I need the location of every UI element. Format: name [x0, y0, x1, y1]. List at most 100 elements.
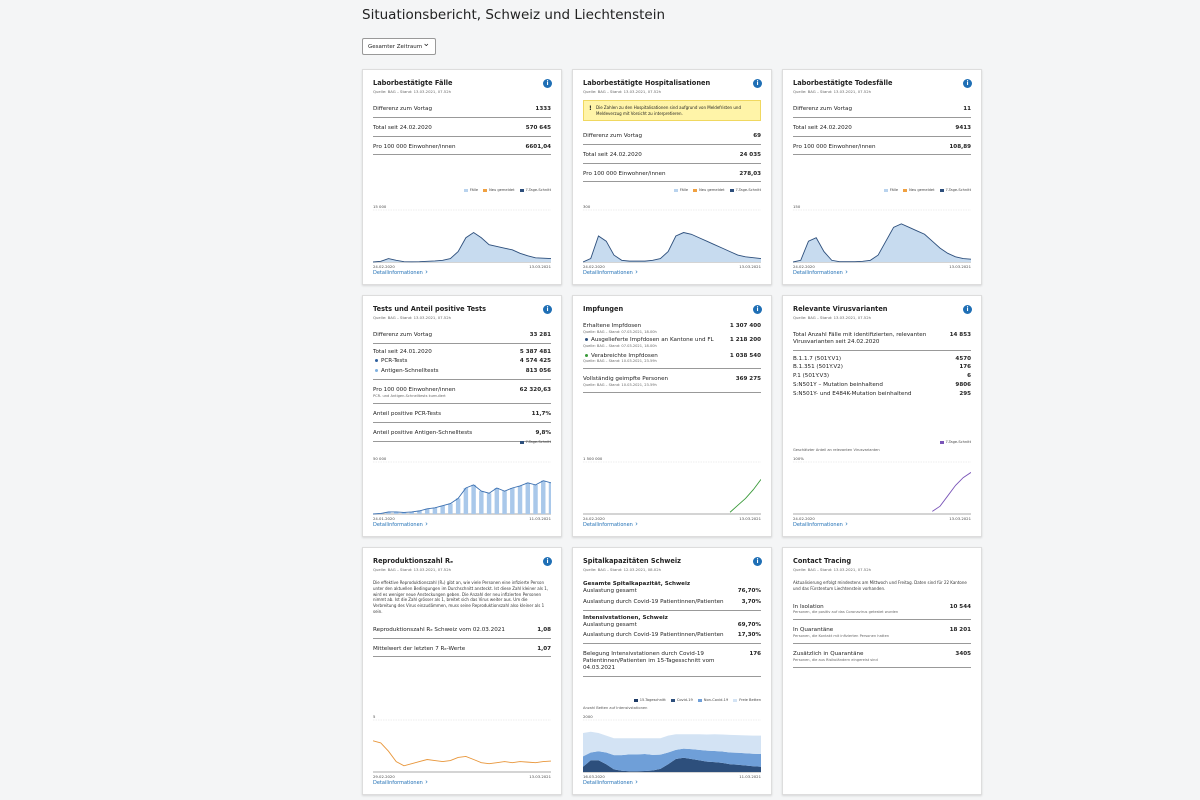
bullet: [585, 353, 588, 357]
stat-value: 1 307 400: [729, 323, 761, 329]
rows: Differenz zum Vortag 1333 Total seit 24.02…: [373, 103, 551, 156]
legend-swatch: [463, 188, 468, 192]
bar: [525, 482, 531, 514]
card-title: Impfungen: [583, 305, 624, 313]
rows: Differenz zum Vortag 33 281 Total seit 24.…: [373, 329, 551, 442]
stat-label-box: Erhaltene Impfdosen Quelle: BAG – Stand: …: [583, 323, 657, 335]
stat-label-box: Ausgelieferte Impfdosen an Kantone und F…: [583, 337, 714, 349]
stat-value: 24 035: [739, 151, 761, 158]
stat-row: B.1.351 (501Y.V2) 176: [793, 363, 971, 372]
stat-label: P.1 (501Y.V3): [793, 373, 830, 380]
stat-row: Total seit 24.02.2020 9413: [793, 122, 971, 137]
info-icon[interactable]: i: [753, 557, 762, 566]
chart-plot: 1 500 000 24.02.2020 13.03.2021: [583, 456, 762, 521]
legend-label: 7-Tage-Schnitt: [735, 188, 761, 192]
stat-value: 1,07: [537, 645, 551, 652]
line: [372, 740, 552, 767]
detail-link[interactable]: Detailinformationen: [583, 268, 638, 276]
legend-item: Freie Betten: [733, 698, 761, 706]
description: Die effektive Reproduktionszahl (Rₑ) gib…: [373, 580, 549, 614]
stat-label: Ausgelieferte Impfdosen an Kantone und F…: [591, 336, 714, 343]
stat-value: 9,8%: [535, 429, 551, 436]
card-title: Laborbestätigte Hospitalisationen: [583, 79, 711, 87]
stat-row: Auslastung durch Covid-19 Patientinnen/P…: [583, 596, 761, 611]
legend: Fälle Neu gemeldet 7-Tage-Schnitt: [793, 188, 971, 196]
detail-link[interactable]: Detailinformationen: [793, 268, 848, 276]
bar: [533, 484, 538, 514]
legend-swatch: [903, 188, 908, 192]
x-tick-label: 24.02.2020: [583, 264, 605, 269]
info-icon[interactable]: i: [543, 79, 552, 88]
stat-row: Differenz zum Vortag 69: [583, 130, 761, 145]
y-tick-label: 1 500 000: [583, 456, 603, 461]
info-icon[interactable]: i: [543, 557, 552, 566]
description: Aktualisierung erfolgt mindestens am Mit…: [793, 580, 967, 591]
info-icon[interactable]: i: [753, 305, 762, 314]
info-icon[interactable]: i: [543, 305, 552, 314]
bar: [386, 511, 391, 514]
stat-value: 33 281: [529, 332, 551, 338]
detail-link[interactable]: Detailinformationen: [583, 778, 638, 786]
x-tick-label: 29.02.2020: [373, 774, 395, 779]
chart-plot: 5 29.02.2020 13.03.2021: [372, 714, 552, 779]
stat-sub: Quelle: BAG – Stand: 07.03.2021, 18.00h: [583, 343, 657, 348]
detail-link[interactable]: Detailinformationen: [373, 778, 428, 786]
time-filter[interactable]: Gesamter Zeitraum: [362, 36, 436, 55]
stat-label-box: Total seit 24.02.2020: [583, 152, 642, 159]
y-tick-label: 50 000: [373, 456, 387, 461]
stat-label: PCR-Tests: [381, 357, 408, 364]
line: [372, 231, 552, 263]
legend-item: 7-Tage-Schnitt: [519, 440, 551, 448]
stat-row: In Quarantäne Personen, die Kontakt mit i…: [793, 624, 971, 645]
stat-value: 108,89: [949, 143, 971, 150]
stat-label-box: Auslastung gesamt: [583, 622, 637, 629]
stat-label-box: Pro 100 000 Einwohner/innen: [583, 171, 666, 178]
info-icon[interactable]: i: [963, 305, 972, 314]
legend-item: 7-Tage-Schnitt: [939, 188, 971, 196]
detail-link[interactable]: Detailinformationen: [793, 520, 848, 528]
y-tick-label: 100%: [793, 456, 804, 461]
stat-value: 14 853: [949, 332, 971, 338]
card-source: Quelle: BAG – Stand: 12.03.2021, 08.02h: [583, 567, 662, 572]
stat-row: Verabreichte Impfdosen Quelle: BAG – Stan…: [583, 350, 761, 370]
stat-row: Auslastung gesamt 76,70%: [583, 587, 761, 596]
x-tick-label: 24.02.2020: [793, 264, 815, 269]
x-tick-label: 13.03.2021: [529, 264, 551, 269]
stat-label: Mittelwert der letzten 7 Rₑ-Werte: [373, 645, 466, 652]
legend-label: 7-Tage-Schnitt: [525, 188, 551, 192]
legend-item: 7-Tage-Schnitt: [939, 440, 971, 448]
x-tick-label: 11.03.2021: [529, 516, 551, 521]
card: Reproduktionszahl Rₑ Quelle: BAG – Stand:…: [362, 547, 562, 795]
stat-label-box: Pro 100 000 Einwohner/innen: [793, 144, 876, 151]
info-icon[interactable]: i: [963, 79, 972, 88]
stat-label: Pro 100 000 Einwohner/innen: [373, 143, 456, 150]
legend: 7-Tage-Schnitt: [793, 440, 971, 448]
stat-label: Differenz zum Vortag: [373, 106, 433, 112]
stat-value: 295: [959, 390, 971, 397]
chart: 5 29.02.2020 13.03.2021: [372, 698, 552, 784]
detail-link[interactable]: Detailinformationen: [583, 520, 638, 528]
stat-value: 1 218 200: [729, 336, 761, 343]
chart: 1 500 000 24.02.2020 13.03.2021: [583, 440, 762, 526]
stat-row: In Isolation Personen, die positiv auf da…: [793, 601, 971, 621]
info-icon[interactable]: i: [753, 79, 762, 88]
stacked-area: [583, 748, 761, 772]
stat-label-box: Total seit 24.02.2020: [793, 125, 852, 132]
detail-link[interactable]: Detailinformationen: [373, 520, 428, 528]
bar: [494, 488, 500, 514]
stat-row: Anteil positive PCR-Tests 11,7%: [373, 408, 551, 423]
stat-sub: Personen, die positiv auf das Coronaviru…: [793, 610, 899, 615]
bullet: [375, 369, 378, 373]
legend-item: Neu gemeldet: [903, 188, 935, 196]
bar: [448, 503, 453, 514]
card-title: Laborbestätigte Todesfälle: [793, 79, 893, 87]
bar: [455, 498, 461, 514]
card-source: Quelle: BAG – Stand: 13.03.2021, 07.52h: [793, 89, 872, 94]
legend-label: Neu gemeldet: [489, 188, 515, 192]
legend-swatch: [697, 698, 702, 702]
detail-link[interactable]: Detailinformationen: [373, 268, 428, 276]
chart-caption: Anzahl Betten auf Intensivstationen: [583, 706, 648, 710]
bar: [541, 480, 546, 514]
legend: Fälle Neu gemeldet 7-Tage-Schnitt: [583, 188, 761, 196]
stat-row: Total seit 24.02.2020 24 035: [583, 149, 761, 164]
